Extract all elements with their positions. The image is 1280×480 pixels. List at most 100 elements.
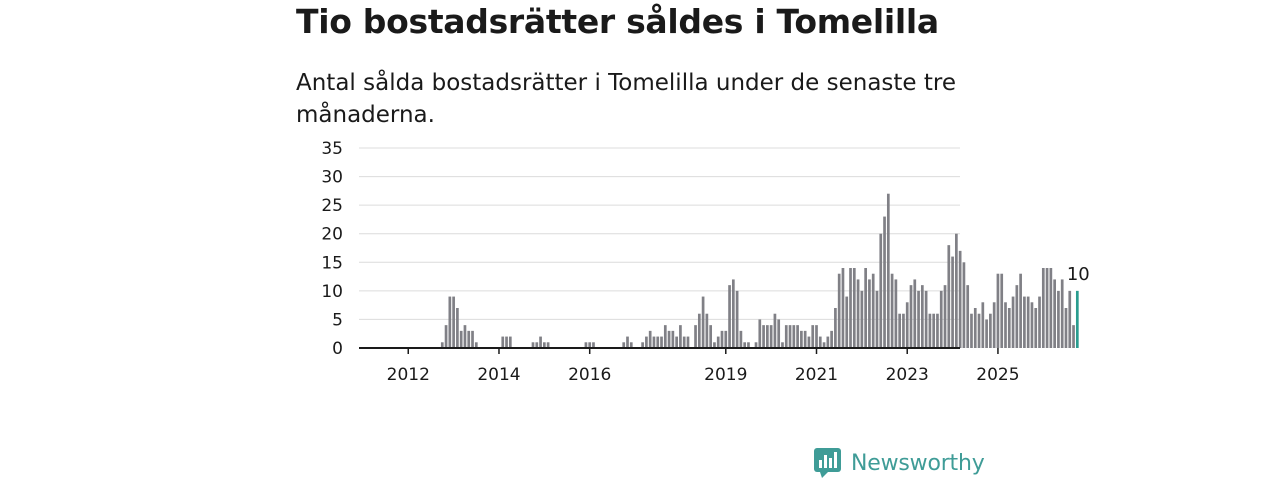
bar bbox=[1038, 296, 1041, 348]
y-tick-label: 15 bbox=[321, 253, 343, 273]
chart-title: Tio bostadsrätter såldes i Tomelilla bbox=[296, 2, 939, 41]
bar bbox=[686, 336, 690, 348]
bar bbox=[792, 325, 796, 348]
bar bbox=[720, 330, 724, 348]
bar bbox=[818, 336, 822, 348]
bar bbox=[452, 296, 455, 348]
bar bbox=[758, 319, 762, 348]
bar bbox=[743, 342, 747, 348]
bar bbox=[811, 325, 815, 348]
bar bbox=[939, 290, 943, 348]
y-tick-label: 35 bbox=[321, 139, 343, 159]
bar bbox=[955, 233, 958, 348]
bar bbox=[875, 290, 879, 348]
brand-name: Newsworthy bbox=[851, 450, 985, 476]
x-tick-label: 2016 bbox=[568, 365, 611, 385]
bar bbox=[977, 313, 981, 348]
bar bbox=[837, 273, 841, 348]
newsworthy-logo[interactable]: Newsworthy bbox=[814, 446, 985, 480]
bar bbox=[879, 233, 883, 348]
bar bbox=[1057, 290, 1060, 348]
x-tick-label: 2023 bbox=[886, 365, 929, 385]
highlight-value-label: 10 bbox=[1067, 264, 1090, 285]
y-tick-label: 20 bbox=[321, 225, 343, 245]
bar bbox=[996, 273, 1000, 348]
bar bbox=[807, 336, 811, 348]
bar-highlight bbox=[1075, 290, 1079, 348]
bars bbox=[440, 193, 1079, 348]
bar bbox=[663, 325, 667, 348]
y-tick-label: 0 bbox=[332, 339, 343, 359]
bar bbox=[769, 325, 773, 348]
annotations: 10 bbox=[1067, 264, 1090, 285]
bar bbox=[539, 336, 542, 348]
bar bbox=[629, 342, 633, 348]
bar bbox=[444, 325, 448, 348]
x-tick-label: 2025 bbox=[976, 365, 1019, 385]
y-tick-label: 30 bbox=[321, 168, 343, 188]
bar bbox=[588, 342, 592, 348]
bar bbox=[754, 342, 758, 348]
bar bbox=[1015, 285, 1019, 348]
bar bbox=[845, 296, 849, 348]
bar bbox=[815, 325, 818, 348]
y-axis-labels: 0 5 10 15 20 25 30 35 bbox=[321, 139, 343, 359]
bar bbox=[943, 285, 947, 348]
bar bbox=[546, 342, 550, 348]
bar bbox=[1068, 290, 1072, 348]
bar bbox=[739, 330, 743, 348]
bar bbox=[440, 342, 444, 348]
newsworthy-logo-icon bbox=[814, 448, 841, 478]
bar bbox=[626, 336, 629, 348]
y-tick-label: 5 bbox=[332, 310, 343, 330]
bar bbox=[784, 325, 788, 348]
bar bbox=[694, 325, 697, 348]
bar bbox=[989, 313, 992, 348]
bar bbox=[584, 342, 588, 348]
bar bbox=[932, 313, 936, 348]
bar bbox=[909, 285, 913, 348]
bar bbox=[1030, 302, 1034, 348]
bar bbox=[716, 336, 720, 348]
bar bbox=[1064, 308, 1068, 348]
bar bbox=[747, 342, 750, 348]
bar bbox=[924, 290, 928, 348]
x-axis-labels: 2012 2014 2016 2019 2021 2023 2025 bbox=[387, 365, 1020, 385]
x-tick-label: 2014 bbox=[477, 365, 520, 385]
bar bbox=[705, 313, 709, 348]
bar bbox=[467, 330, 471, 348]
bar bbox=[682, 336, 686, 348]
bar bbox=[656, 336, 660, 348]
bar bbox=[645, 336, 648, 348]
bar bbox=[902, 313, 905, 348]
bar bbox=[951, 256, 954, 348]
bar bbox=[1011, 296, 1015, 348]
bar bbox=[1023, 296, 1026, 348]
bar bbox=[667, 330, 671, 348]
bar bbox=[1034, 308, 1038, 348]
bar bbox=[864, 268, 867, 348]
bar bbox=[860, 290, 864, 348]
bar bbox=[936, 313, 939, 348]
bar bbox=[471, 330, 474, 348]
bar bbox=[803, 330, 807, 348]
bar bbox=[531, 342, 535, 348]
bar bbox=[459, 330, 463, 348]
bar bbox=[697, 313, 701, 348]
bar bbox=[671, 330, 675, 348]
bar bbox=[456, 308, 459, 348]
bar bbox=[898, 313, 902, 348]
bar bbox=[1045, 268, 1049, 348]
bar bbox=[675, 336, 678, 348]
x-tick-label: 2019 bbox=[704, 365, 747, 385]
bar bbox=[1004, 302, 1007, 348]
bar bbox=[920, 285, 924, 348]
bar bbox=[1019, 273, 1022, 348]
bar bbox=[841, 268, 845, 348]
bar bbox=[992, 302, 996, 348]
bar bbox=[852, 268, 856, 348]
bar bbox=[641, 342, 644, 348]
bar bbox=[542, 342, 546, 348]
bar bbox=[474, 342, 478, 348]
